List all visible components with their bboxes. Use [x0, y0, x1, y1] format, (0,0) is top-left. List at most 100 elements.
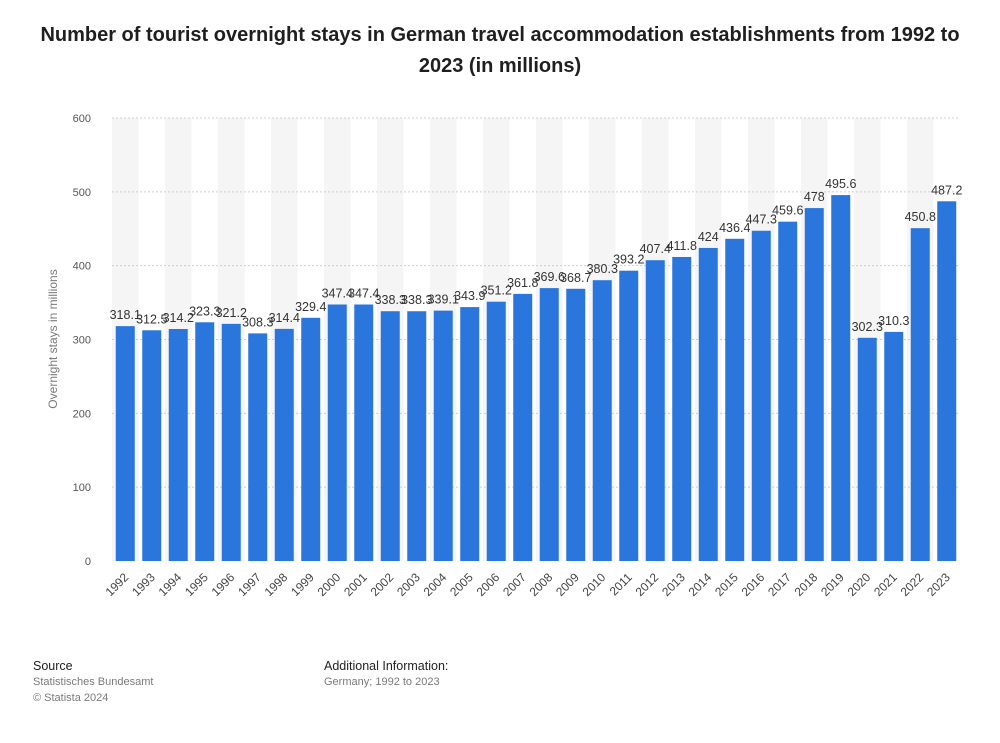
- value-label: 347.4: [348, 287, 379, 301]
- bar-2016: [751, 230, 771, 561]
- value-label: 436.4: [719, 221, 750, 235]
- x-tick-label: 2008: [527, 570, 556, 599]
- bar-2000: [327, 304, 347, 561]
- bar-1992: [115, 326, 135, 561]
- x-tick-label: 1996: [209, 570, 238, 599]
- bar-2023: [937, 201, 957, 561]
- x-tick-label: 2020: [845, 570, 874, 599]
- value-label: 368.7: [560, 271, 591, 285]
- bar-2017: [778, 221, 798, 562]
- additional-info-heading: Additional Information:: [324, 659, 449, 673]
- value-label: 339.1: [428, 293, 459, 307]
- x-tick-label: 2003: [394, 570, 423, 599]
- x-tick-label: 2013: [659, 570, 688, 599]
- bar-2009: [566, 288, 586, 561]
- bar-1993: [142, 330, 162, 561]
- y-tick-label: 0: [85, 556, 91, 568]
- x-tick-label: 2004: [421, 570, 450, 599]
- bar-2003: [407, 311, 427, 561]
- bar-2018: [804, 208, 824, 561]
- bar-2008: [539, 288, 559, 561]
- value-label: 338.3: [375, 293, 406, 307]
- x-tick-label: 2006: [474, 570, 503, 599]
- x-tick-label: 2002: [368, 570, 397, 599]
- value-label: 380.3: [587, 262, 618, 276]
- y-tick-label: 100: [73, 482, 91, 494]
- value-label: 310.3: [878, 314, 909, 328]
- value-label: 495.6: [825, 177, 856, 191]
- bar-1994: [168, 329, 188, 561]
- bar-2004: [433, 310, 453, 561]
- bar-2021: [884, 331, 904, 561]
- x-tick-label: 2021: [871, 570, 900, 599]
- value-label: 424: [698, 230, 719, 244]
- x-tick-label: 2015: [712, 570, 741, 599]
- x-tick-label: 1998: [262, 570, 291, 599]
- value-label: 450.8: [905, 210, 936, 224]
- bar-2014: [698, 247, 718, 562]
- x-tick-label: 1992: [103, 570, 132, 599]
- x-tick-label: 2019: [818, 570, 847, 599]
- bar-2001: [354, 304, 374, 561]
- bar-2019: [831, 195, 851, 561]
- value-label: 312.5: [136, 312, 167, 326]
- y-axis-label: Overnight stays in millions: [46, 269, 60, 408]
- bar-1997: [248, 333, 268, 561]
- bar-2002: [380, 311, 400, 561]
- bar-2012: [645, 260, 665, 561]
- bar-2010: [592, 280, 612, 561]
- x-tick-label: 2009: [553, 570, 582, 599]
- x-tick-label: 2012: [633, 570, 662, 599]
- x-tick-label: 2016: [739, 570, 768, 599]
- value-label: 411.8: [667, 239, 697, 253]
- x-tick-label: 2014: [686, 570, 715, 599]
- value-label: 361.8: [507, 276, 538, 290]
- value-label: 308.3: [242, 315, 273, 329]
- value-label: 478: [804, 190, 825, 204]
- bar-2011: [619, 270, 639, 561]
- copyright: © Statista 2024: [33, 692, 109, 704]
- bar-2013: [672, 256, 692, 561]
- x-tick-label: 2005: [447, 570, 476, 599]
- value-label: 393.2: [613, 253, 644, 267]
- bar-2007: [513, 293, 533, 561]
- source-name: Statistisches Bundesamt: [33, 676, 154, 688]
- y-tick-label: 200: [73, 408, 91, 420]
- y-tick-label: 500: [73, 187, 91, 199]
- additional-info-text: Germany; 1992 to 2023: [324, 676, 440, 688]
- value-label: 329.4: [295, 300, 326, 314]
- x-tick-label: 1994: [156, 570, 185, 599]
- value-label: 323.3: [189, 304, 220, 318]
- y-tick-label: 300: [73, 335, 91, 347]
- bar-1995: [195, 322, 215, 561]
- value-label: 302.3: [852, 320, 883, 334]
- value-label: 351.2: [481, 284, 512, 298]
- x-tick-label: 2018: [792, 570, 821, 599]
- x-tick-label: 2023: [924, 570, 953, 599]
- y-tick-label: 600: [73, 113, 91, 125]
- y-tick-label: 400: [73, 261, 91, 273]
- bar-2022: [910, 228, 930, 561]
- value-label: 369.6: [534, 270, 565, 284]
- value-label: 407.4: [640, 242, 671, 256]
- bar-2015: [725, 238, 745, 562]
- value-label: 343.9: [454, 289, 485, 303]
- value-label: 487.2: [931, 183, 962, 197]
- value-label: 447.3: [746, 213, 777, 227]
- value-label: 338.3: [401, 293, 432, 307]
- value-label: 347.4: [322, 287, 353, 301]
- value-label: 318.1: [110, 308, 141, 322]
- x-tick-label: 2007: [500, 570, 529, 599]
- x-tick-label: 2011: [607, 570, 635, 598]
- x-tick-label: 1999: [288, 570, 317, 599]
- source-block: Source Statistisches Bundesamt © Statist…: [33, 658, 153, 706]
- x-tick-label: 2000: [315, 570, 344, 599]
- bar-2006: [486, 301, 506, 561]
- source-heading: Source: [33, 659, 73, 673]
- bar-1998: [274, 328, 294, 561]
- x-tick-label: 2017: [765, 570, 794, 599]
- chart-title: Number of tourist overnight stays in Ger…: [40, 24, 960, 77]
- value-label: 321.2: [216, 306, 247, 320]
- x-tick-label: 1993: [129, 570, 158, 599]
